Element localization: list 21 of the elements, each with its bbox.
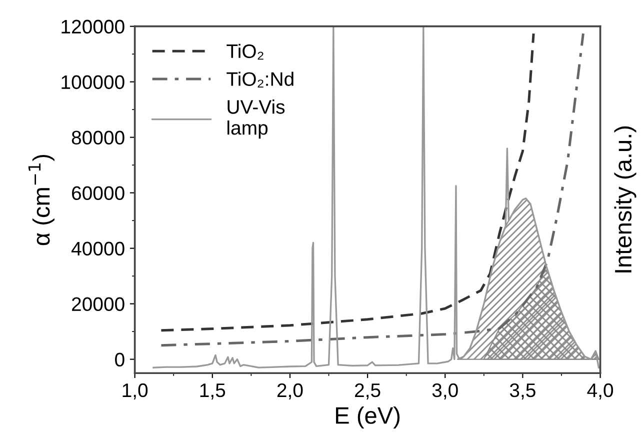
y-tick-label: 60000 <box>72 186 124 200</box>
y-tick-label: 0 <box>115 352 124 367</box>
y-tick-label: 120000 <box>62 20 124 34</box>
y-tick-label: 80000 <box>72 130 124 145</box>
x-tick-label: 2,5 <box>355 383 380 400</box>
legend-label: TiO₂:Nd <box>226 72 294 88</box>
y-axis-title: α (cm$^{−1}$) <box>28 154 54 246</box>
x-tick-label: 1,5 <box>200 384 226 400</box>
y-tick-label: 20000 <box>72 297 124 312</box>
legend-label: TiO₂ <box>226 44 264 60</box>
y-tick-label: 40000 <box>71 242 124 256</box>
x-tick-label: 3,5 <box>510 383 536 400</box>
x-axis-title: E (eV) <box>336 406 400 429</box>
x-tick-label: 1,0 <box>122 383 148 400</box>
line-series <box>160 32 535 332</box>
y2-axis-title: Intensity (a.u.) <box>614 126 636 272</box>
x-tick-label: 4,0 <box>587 383 614 400</box>
y-tick-label: 100000 <box>62 75 124 90</box>
x-tick-label: 2,0 <box>277 383 303 400</box>
x-tick-label: 3,0 <box>432 383 458 400</box>
legend-label: UV-Vis lamp <box>228 100 285 139</box>
